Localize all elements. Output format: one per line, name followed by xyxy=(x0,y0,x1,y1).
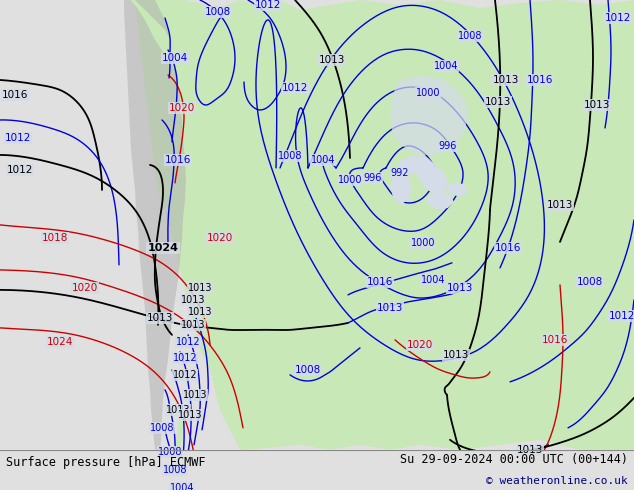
Text: 1012: 1012 xyxy=(172,370,197,380)
Text: Surface pressure [hPa] ECMWF: Surface pressure [hPa] ECMWF xyxy=(6,456,206,469)
Text: 1000: 1000 xyxy=(411,238,436,248)
Text: 1008: 1008 xyxy=(158,447,182,457)
Text: 1008: 1008 xyxy=(278,151,302,161)
Text: 1013: 1013 xyxy=(147,313,173,323)
Text: 1008: 1008 xyxy=(205,7,231,17)
Text: 1013: 1013 xyxy=(443,350,469,360)
Polygon shape xyxy=(390,75,468,155)
Text: 1000: 1000 xyxy=(338,175,362,185)
Text: 1016: 1016 xyxy=(542,335,568,345)
Polygon shape xyxy=(446,182,468,197)
Text: 1004: 1004 xyxy=(421,275,445,285)
Text: 1008: 1008 xyxy=(577,277,603,287)
Polygon shape xyxy=(124,0,186,450)
Text: 996: 996 xyxy=(439,141,457,151)
Text: 1018: 1018 xyxy=(42,233,68,243)
Text: 1000: 1000 xyxy=(416,88,440,98)
Text: 1013: 1013 xyxy=(584,100,610,110)
Text: 1004: 1004 xyxy=(434,61,458,71)
Text: 996: 996 xyxy=(364,173,382,183)
Text: 1013: 1013 xyxy=(447,283,473,293)
Text: 1013: 1013 xyxy=(377,303,403,313)
Text: 1013: 1013 xyxy=(183,390,207,400)
Text: 1024: 1024 xyxy=(47,337,73,347)
Text: 1012: 1012 xyxy=(5,133,31,143)
Text: 1013: 1013 xyxy=(181,320,205,330)
Text: 1016: 1016 xyxy=(367,277,393,287)
Text: 1016: 1016 xyxy=(495,243,521,253)
Text: 1004: 1004 xyxy=(170,483,194,490)
Text: 1013: 1013 xyxy=(188,283,212,293)
Text: Su 29-09-2024 00:00 UTC (00+144): Su 29-09-2024 00:00 UTC (00+144) xyxy=(399,453,628,466)
Text: 1013: 1013 xyxy=(485,97,511,107)
Text: 1013: 1013 xyxy=(165,405,190,415)
Text: 1012: 1012 xyxy=(255,0,281,10)
Text: 1013: 1013 xyxy=(319,55,345,65)
Text: 1020: 1020 xyxy=(72,283,98,293)
Text: 1012: 1012 xyxy=(172,353,197,363)
Text: 1012: 1012 xyxy=(609,311,634,321)
Polygon shape xyxy=(135,0,634,450)
Text: © weatheronline.co.uk: © weatheronline.co.uk xyxy=(486,476,628,486)
Text: 1020: 1020 xyxy=(207,233,233,243)
Text: 1008: 1008 xyxy=(150,423,174,433)
Text: 1013: 1013 xyxy=(178,410,202,420)
Text: 1004: 1004 xyxy=(162,53,188,63)
Polygon shape xyxy=(175,420,185,450)
Text: 1008: 1008 xyxy=(295,365,321,375)
Polygon shape xyxy=(390,170,412,205)
Text: 1020: 1020 xyxy=(169,103,195,113)
Text: 1020: 1020 xyxy=(407,340,433,350)
Polygon shape xyxy=(418,165,448,195)
Text: 1012: 1012 xyxy=(281,83,308,93)
Text: 1004: 1004 xyxy=(311,155,335,165)
Text: 1012: 1012 xyxy=(176,337,200,347)
Text: 1008: 1008 xyxy=(163,465,187,475)
Polygon shape xyxy=(130,0,270,95)
Text: 1013: 1013 xyxy=(188,307,212,317)
Text: 1008: 1008 xyxy=(458,31,482,41)
Text: 1013: 1013 xyxy=(517,445,543,455)
Text: 1013: 1013 xyxy=(547,200,573,210)
Polygon shape xyxy=(398,155,435,175)
Text: 1016: 1016 xyxy=(165,155,191,165)
Text: 1024: 1024 xyxy=(148,243,179,253)
Text: 1016: 1016 xyxy=(527,75,553,85)
Text: 992: 992 xyxy=(391,168,410,178)
Text: 1012: 1012 xyxy=(7,165,33,175)
Text: 1016: 1016 xyxy=(2,90,28,100)
Text: 1013: 1013 xyxy=(493,75,519,85)
Text: 1013: 1013 xyxy=(181,295,205,305)
Polygon shape xyxy=(426,192,454,210)
Text: 1012: 1012 xyxy=(605,13,631,23)
